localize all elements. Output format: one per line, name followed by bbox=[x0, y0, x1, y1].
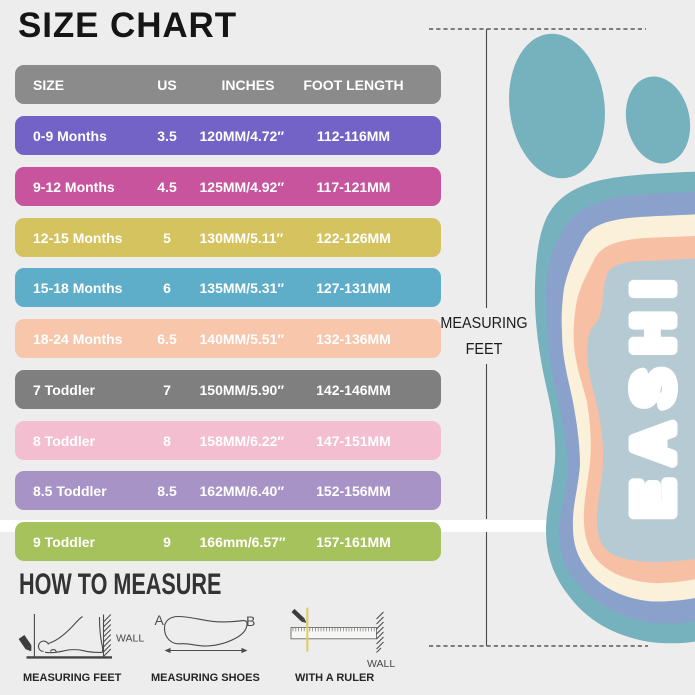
svg-text:EASHI: EASHI bbox=[622, 265, 686, 518]
svg-text:A: A bbox=[155, 612, 165, 628]
svg-text:WALL: WALL bbox=[367, 658, 395, 670]
svg-text:WALL: WALL bbox=[116, 633, 144, 645]
svg-text:B: B bbox=[246, 613, 255, 629]
